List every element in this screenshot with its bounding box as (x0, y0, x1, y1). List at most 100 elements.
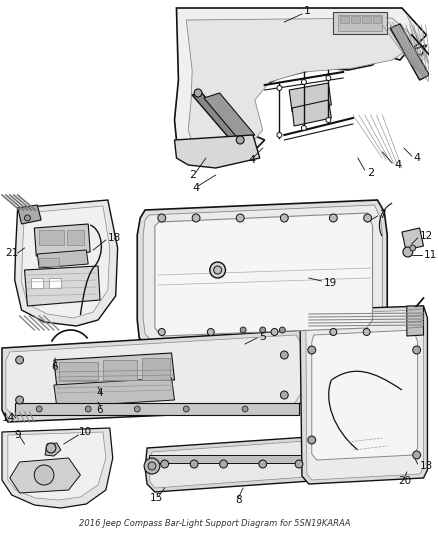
Circle shape (280, 214, 288, 222)
Circle shape (410, 245, 416, 251)
Circle shape (207, 328, 214, 335)
Bar (340, 16, 349, 23)
Text: 15: 15 (150, 493, 163, 503)
Bar (142, 358, 170, 380)
Circle shape (330, 328, 337, 335)
Circle shape (280, 351, 288, 359)
Text: 11: 11 (424, 250, 437, 260)
Polygon shape (15, 200, 118, 326)
Circle shape (85, 406, 91, 412)
Circle shape (46, 443, 56, 453)
Text: 12: 12 (420, 231, 433, 241)
Bar (338, 15, 382, 31)
Circle shape (242, 406, 248, 412)
Polygon shape (155, 213, 373, 336)
Circle shape (158, 214, 166, 222)
Text: 4: 4 (192, 183, 199, 193)
Circle shape (214, 266, 222, 274)
Polygon shape (34, 224, 90, 256)
Polygon shape (407, 306, 424, 336)
Circle shape (308, 346, 316, 354)
Polygon shape (306, 310, 424, 480)
Polygon shape (289, 83, 332, 112)
Circle shape (240, 327, 246, 333)
Polygon shape (8, 432, 106, 500)
Polygon shape (292, 100, 332, 126)
Polygon shape (18, 205, 41, 224)
Circle shape (16, 396, 24, 404)
Text: 2: 2 (367, 168, 374, 178)
Polygon shape (240, 316, 286, 327)
Circle shape (144, 458, 160, 474)
Circle shape (326, 117, 331, 123)
Text: 7: 7 (379, 210, 386, 220)
Text: 21: 21 (5, 248, 18, 258)
Text: 20: 20 (398, 476, 411, 486)
Circle shape (413, 346, 420, 354)
Polygon shape (145, 436, 333, 492)
Circle shape (403, 247, 413, 257)
Polygon shape (45, 443, 61, 456)
Text: 4: 4 (96, 388, 102, 398)
Polygon shape (174, 135, 260, 168)
Circle shape (326, 76, 331, 80)
Circle shape (194, 89, 202, 97)
Polygon shape (149, 440, 325, 488)
Polygon shape (312, 330, 418, 460)
Circle shape (158, 328, 165, 335)
Circle shape (192, 214, 200, 222)
Polygon shape (143, 205, 382, 344)
Bar (39, 230, 64, 245)
Text: 4: 4 (248, 155, 255, 165)
Circle shape (280, 391, 288, 399)
Circle shape (260, 327, 266, 333)
Polygon shape (186, 18, 420, 155)
Text: 2: 2 (189, 170, 196, 180)
Polygon shape (54, 378, 174, 407)
Polygon shape (204, 93, 255, 140)
Polygon shape (21, 206, 110, 318)
Circle shape (364, 214, 371, 222)
Circle shape (259, 460, 267, 468)
Circle shape (34, 465, 54, 485)
Circle shape (190, 460, 198, 468)
Circle shape (413, 451, 420, 459)
Circle shape (184, 406, 189, 412)
Polygon shape (25, 266, 100, 306)
Text: 10: 10 (78, 427, 92, 437)
Bar (103, 360, 137, 380)
Text: 8: 8 (235, 495, 242, 505)
Bar (351, 16, 360, 23)
Polygon shape (137, 200, 387, 350)
Circle shape (161, 460, 169, 468)
Text: 6: 6 (51, 362, 58, 372)
Text: 4: 4 (394, 160, 401, 170)
Polygon shape (10, 458, 81, 493)
Circle shape (295, 460, 303, 468)
Text: 4: 4 (414, 153, 421, 163)
Polygon shape (6, 335, 302, 415)
Text: 6: 6 (96, 405, 102, 415)
Circle shape (148, 462, 156, 470)
Circle shape (301, 125, 306, 131)
Circle shape (25, 215, 30, 221)
Circle shape (210, 262, 226, 278)
Circle shape (277, 85, 282, 91)
Bar (32, 278, 43, 288)
Circle shape (134, 406, 140, 412)
Circle shape (16, 356, 24, 364)
Circle shape (279, 327, 285, 333)
Bar (149, 455, 324, 463)
Bar (15, 403, 299, 415)
Bar (373, 16, 381, 23)
Circle shape (236, 136, 244, 144)
Polygon shape (402, 228, 424, 250)
Circle shape (363, 328, 370, 335)
Bar (39, 258, 59, 266)
Polygon shape (174, 8, 427, 165)
Circle shape (301, 79, 306, 85)
Text: 1: 1 (304, 6, 311, 16)
Polygon shape (2, 428, 113, 508)
Circle shape (36, 406, 42, 412)
Circle shape (308, 436, 316, 444)
